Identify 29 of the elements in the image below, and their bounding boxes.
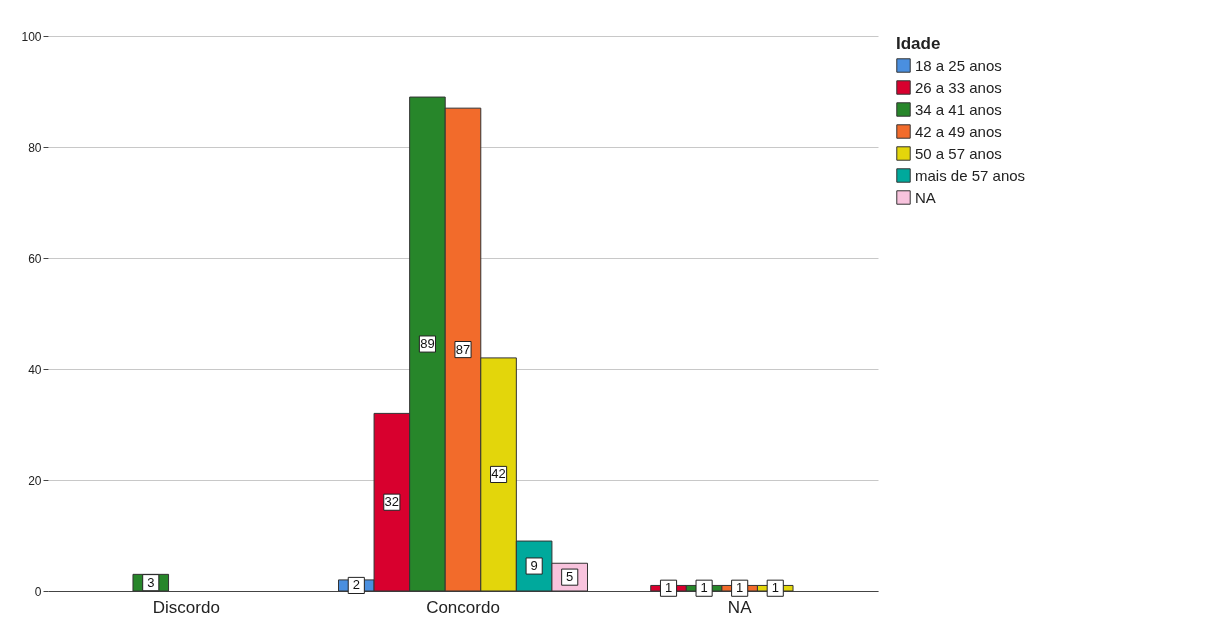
x-tick-label: Concordo bbox=[426, 597, 500, 617]
data-label: 5 bbox=[566, 569, 574, 585]
x-tick-label: Discordo bbox=[152, 597, 220, 617]
y-tick-label: 100 bbox=[21, 29, 42, 44]
data-label: 32 bbox=[384, 494, 400, 510]
y-tick-label: 0 bbox=[34, 584, 42, 599]
legend-label: 50 a 57 anos bbox=[915, 144, 1002, 162]
data-label: 1 bbox=[664, 580, 673, 596]
y-tick-label: 20 bbox=[28, 473, 42, 488]
data-label: 1 bbox=[736, 580, 744, 596]
data-label: 1 bbox=[771, 580, 779, 596]
legend-label: 34 a 41 anos bbox=[915, 100, 1002, 118]
legend-label: mais de 57 anos bbox=[915, 166, 1026, 184]
legend-label: NA bbox=[915, 188, 936, 206]
legend-label: 18 a 25 anos bbox=[915, 56, 1002, 74]
data-label: 87 bbox=[455, 341, 471, 357]
data-label: 9 bbox=[530, 558, 538, 574]
data-label: 2 bbox=[352, 577, 360, 593]
data-label: 89 bbox=[420, 336, 435, 352]
y-tick-label: 80 bbox=[28, 140, 42, 155]
legend-title: Idade bbox=[896, 34, 941, 53]
legend-label: 26 a 33 anos bbox=[915, 78, 1002, 96]
x-tick-label: NA bbox=[727, 597, 753, 617]
y-tick-label: 60 bbox=[28, 251, 42, 266]
data-label: 42 bbox=[491, 466, 506, 482]
data-label: 3 bbox=[147, 574, 155, 590]
legend-label: 42 a 49 anos bbox=[915, 122, 1002, 140]
y-tick-label: 40 bbox=[28, 362, 42, 377]
data-label: 1 bbox=[700, 580, 708, 596]
